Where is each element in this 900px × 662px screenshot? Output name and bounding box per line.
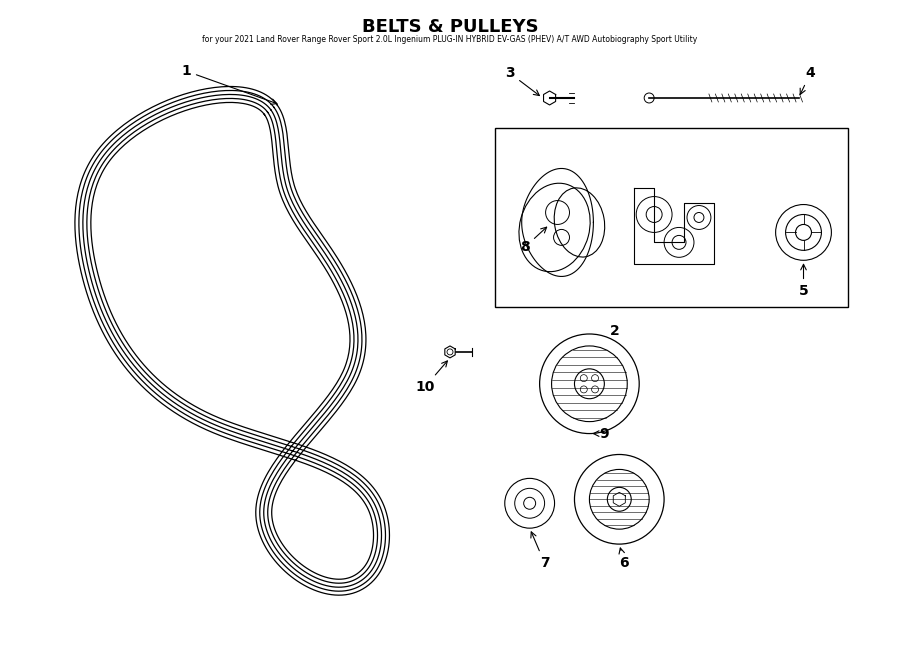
Text: 6: 6 bbox=[619, 548, 629, 570]
Text: for your 2021 Land Rover Range Rover Sport 2.0L Ingenium PLUG-IN HYBRID EV-GAS (: for your 2021 Land Rover Range Rover Spo… bbox=[202, 35, 698, 44]
Text: 10: 10 bbox=[416, 361, 447, 394]
Text: 8: 8 bbox=[520, 227, 546, 254]
Text: 3: 3 bbox=[505, 66, 539, 95]
Text: 7: 7 bbox=[531, 532, 549, 570]
Bar bbox=[495, 128, 849, 307]
Text: 9: 9 bbox=[593, 426, 609, 441]
Text: 1: 1 bbox=[181, 64, 277, 105]
Text: 4: 4 bbox=[800, 66, 815, 95]
Text: 5: 5 bbox=[798, 264, 808, 298]
Text: 2: 2 bbox=[609, 324, 619, 338]
Text: BELTS & PULLEYS: BELTS & PULLEYS bbox=[362, 19, 538, 36]
